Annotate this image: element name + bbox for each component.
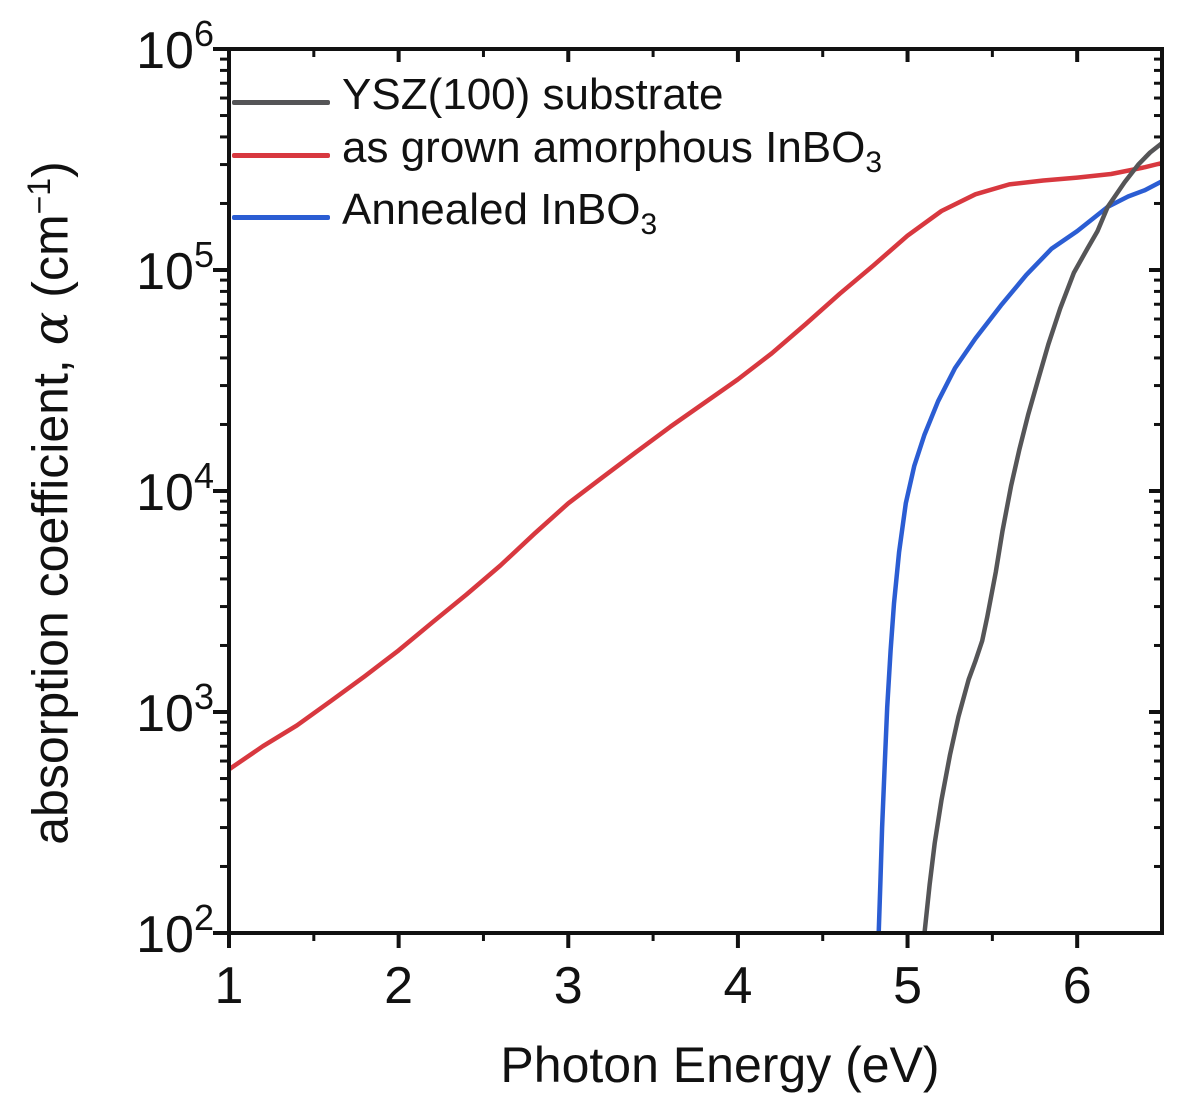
svg-text:1: 1 [215,957,244,1015]
y-axis-title: absorption coefficient, α (cm−1) [21,83,83,923]
legend-label-annealed: Annealed InBO [342,184,641,234]
legend-line-ysz-substrate [232,99,330,105]
legend-line-annealed [232,214,330,220]
svg-text:105: 105 [136,234,214,301]
svg-text:102: 102 [136,897,214,964]
legend-label-annealed-sub: 3 [640,207,658,241]
legend-label-as-grown: as grown amorphous InBO [342,122,866,172]
y-axis-unit-close: ) [22,161,79,178]
legend-label-ysz-substrate: YSZ(100) substrate [342,69,724,119]
svg-text:4: 4 [723,957,752,1015]
svg-text:106: 106 [136,13,214,80]
svg-text:104: 104 [136,455,214,522]
legend-item-annealed: Annealed InBO3 [232,186,658,241]
x-axis-title: Photon Energy (eV) [500,1037,940,1093]
legend-item-ysz-substrate: YSZ(100) substrate [232,71,724,125]
y-axis-unit-exponent: −1 [21,177,57,215]
legend-label-as-grown-sub: 3 [865,145,883,179]
y-axis-unit-open: (cm [22,214,79,312]
svg-text:103: 103 [136,676,214,743]
svg-text:3: 3 [554,957,583,1015]
legend-line-as-grown [232,152,330,158]
y-axis-title-text: absorption coefficient, [22,345,79,845]
alpha-symbol: α [21,311,80,346]
legend-item-as-grown: as grown amorphous InBO3 [232,124,883,179]
svg-text:2: 2 [384,957,413,1015]
svg-text:6: 6 [1063,957,1092,1015]
svg-text:5: 5 [893,957,922,1015]
